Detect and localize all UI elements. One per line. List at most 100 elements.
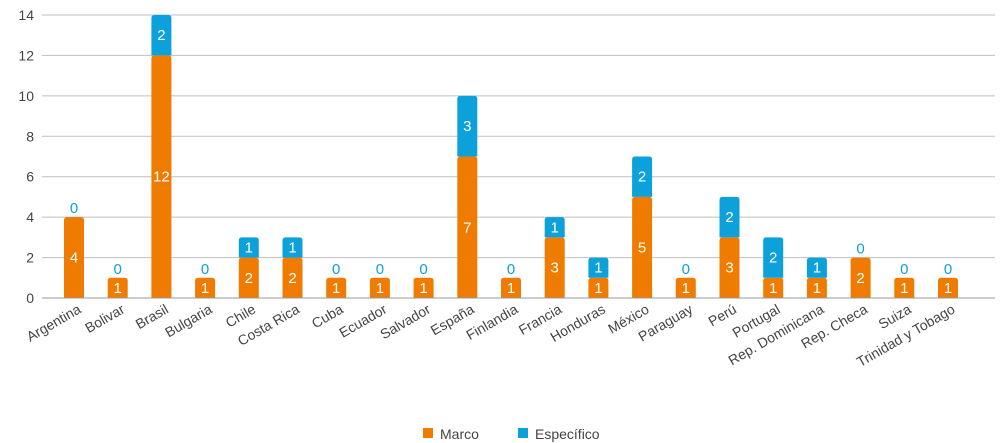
bar-marco [588, 277, 609, 298]
data-label: 2 [288, 270, 296, 287]
data-label: 0 [419, 261, 427, 278]
bar-marco [763, 277, 784, 298]
bar-especifico [719, 196, 740, 238]
data-label: 0 [376, 261, 384, 278]
data-label: 1 [419, 280, 427, 297]
bar-group: 10 [413, 261, 434, 298]
bar-marco [719, 237, 740, 298]
data-label: 0 [114, 261, 122, 278]
data-label: 0 [944, 261, 952, 278]
data-label: 2 [856, 270, 864, 287]
legend: Marco Específico [423, 426, 600, 442]
data-label: 0 [856, 241, 864, 258]
data-label: 1 [813, 280, 821, 297]
data-label: 3 [551, 260, 559, 277]
data-label: 0 [332, 261, 340, 278]
bar-group: 10 [326, 261, 347, 298]
data-label: 1 [769, 280, 777, 297]
bar-group: 11 [806, 257, 827, 298]
bar-marco [195, 277, 216, 298]
data-label: 2 [638, 169, 646, 186]
bar-marco [151, 55, 172, 298]
y-tick-label: 2 [26, 250, 34, 266]
y-tick-label: 12 [18, 47, 34, 63]
data-label: 0 [201, 261, 209, 278]
bar-marco [632, 196, 653, 298]
bar-marco [369, 277, 390, 298]
legend-swatch-marco [423, 428, 433, 438]
bar-group: 10 [107, 261, 128, 298]
data-label: 1 [332, 280, 340, 297]
y-tick-label: 4 [26, 209, 34, 225]
y-tick-label: 14 [18, 7, 34, 23]
bar-marco [850, 257, 871, 298]
data-label: 2 [725, 209, 733, 226]
data-label: 0 [507, 261, 515, 278]
bar-marco [282, 257, 303, 298]
gridlines [42, 14, 995, 299]
bar-marco [894, 277, 915, 298]
data-label: 0 [70, 200, 78, 217]
bar-especifico [544, 217, 565, 238]
bar-group: 10 [369, 261, 390, 298]
data-label: 1 [288, 239, 296, 256]
data-label: 1 [551, 219, 559, 236]
bar-marco [457, 156, 478, 298]
bar-group: 10 [894, 261, 915, 298]
y-tick-label: 10 [18, 88, 34, 104]
data-label: 1 [900, 280, 908, 297]
bar-especifico [632, 156, 653, 197]
bar-especifico [151, 15, 172, 56]
bar-group: 32 [719, 196, 740, 298]
data-label: 1 [594, 260, 602, 277]
bar-marco [326, 277, 347, 298]
bar-group: 52 [632, 156, 653, 298]
data-label: 3 [725, 260, 733, 277]
data-label: 0 [682, 261, 690, 278]
bar-marco [107, 277, 128, 298]
y-tick-label: 8 [26, 128, 34, 144]
y-axis: 0 2 4 6 8 10 12 14 [18, 7, 34, 306]
bar-marco [544, 237, 565, 298]
bar-group: 20 [850, 241, 871, 298]
bar-group: 21 [238, 237, 259, 298]
bar-marco [501, 277, 521, 298]
bar-especifico [282, 237, 303, 258]
data-label: 1 [594, 280, 602, 297]
bar-marco [806, 277, 827, 298]
bar-group: 10 [501, 261, 521, 298]
bar-group: 40 [64, 200, 84, 298]
legend-label-especifico: Específico [535, 426, 600, 442]
x-category-label: Salvador [377, 301, 433, 343]
bar-especifico [806, 257, 827, 278]
data-label: 2 [245, 270, 253, 287]
bar-group: 31 [544, 217, 565, 298]
y-tick-label: 0 [26, 290, 34, 306]
data-label: 0 [900, 261, 908, 278]
data-label: 1 [813, 260, 821, 277]
data-label: 2 [769, 250, 777, 267]
bar-especifico [763, 237, 784, 278]
bar-marco [675, 277, 696, 298]
data-label: 5 [638, 239, 646, 256]
data-label: 1 [114, 280, 122, 297]
bar-especifico [238, 237, 259, 258]
data-label: 1 [507, 280, 515, 297]
x-category-label: Argentina [24, 301, 84, 345]
y-tick-label: 6 [26, 169, 34, 185]
x-category-label: Bolivar [82, 301, 127, 336]
data-label: 1 [201, 280, 209, 297]
bar-marco [64, 217, 84, 298]
legend-swatch-especifico [518, 428, 528, 438]
data-label: 3 [463, 118, 471, 135]
bar-marco [938, 277, 958, 298]
data-label: 12 [153, 169, 170, 186]
bar-marco [413, 277, 434, 298]
data-label: 1 [376, 280, 384, 297]
bar-group: 10 [675, 261, 696, 298]
data-label: 7 [463, 219, 471, 236]
data-label: 1 [245, 239, 253, 256]
x-category-label: Bulgaria [162, 301, 215, 341]
